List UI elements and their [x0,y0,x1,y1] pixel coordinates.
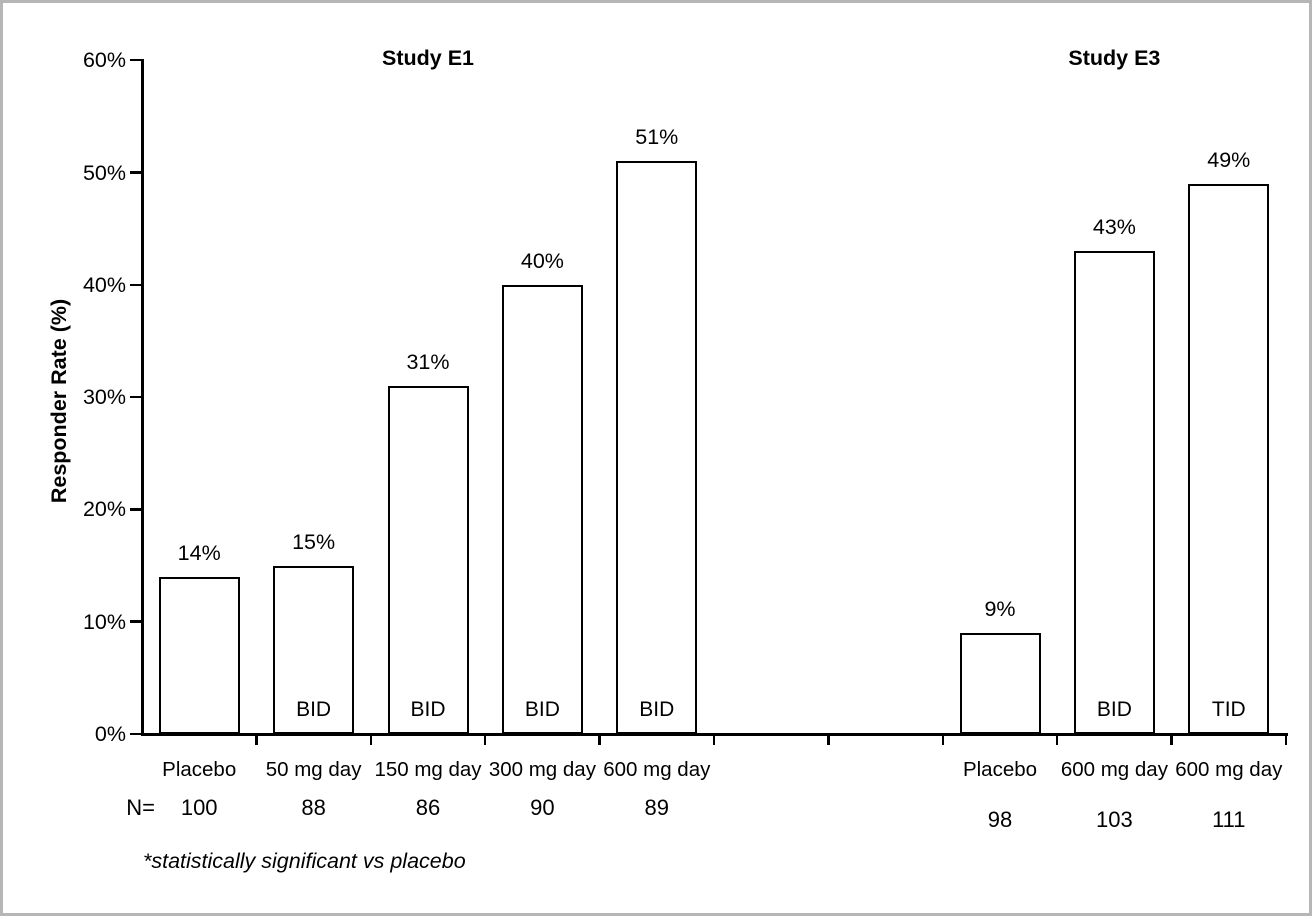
bar-value-label: 40% [520,248,564,273]
bar [501,284,583,734]
x-axis-tick [1055,734,1059,745]
y-axis-tick [130,171,142,174]
bar [158,576,240,734]
category-label: Placebo [162,758,237,781]
bar [1073,251,1155,734]
y-tick-label: 40% [82,272,126,297]
y-axis-tick [130,508,142,511]
bar-regimen-label: BID [639,698,675,721]
category-label: 600 mg day [1060,758,1168,781]
bar-regimen-label: BID [1096,698,1132,721]
bar-value-label: 49% [1207,147,1251,172]
y-axis-tick [130,732,142,736]
y-axis-tick [130,283,142,287]
category-label: 50 mg day [265,758,362,781]
x-axis-tick [483,734,487,745]
bar-value-label: 14% [177,540,221,565]
footnote: *statistically significant vs placebo [143,849,466,873]
x-axis-tick [255,734,258,745]
x-axis-tick [827,734,830,745]
x-axis-tick [1170,734,1173,745]
group-title: Study E1 [382,46,474,70]
x-axis-tick [712,734,716,745]
n-value: 89 [644,795,670,820]
x-axis-tick [369,734,373,745]
category-label: 600 mg day [1175,758,1283,781]
bar-value-label: 9% [984,596,1016,621]
bar-value-label: 43% [1092,215,1136,240]
y-tick-label: 20% [82,497,126,522]
x-axis-tick [598,734,601,745]
bar [387,385,469,734]
bar-value-label: 15% [292,529,336,554]
n-prefix-label: N= [126,795,155,820]
y-axis-tick [130,620,142,623]
bar-value-label: 51% [635,125,679,150]
n-value: 103 [1096,807,1133,832]
n-value: 100 [180,795,218,820]
y-axis-line [140,58,144,736]
bar-value-label: 31% [406,349,450,374]
y-axis-tick [130,58,142,62]
y-tick-label: 60% [82,48,126,73]
y-tick-label: 50% [82,160,126,185]
bar-regimen-label: BID [296,698,332,721]
y-tick-label: 10% [82,609,126,634]
x-axis-tick [1284,734,1288,745]
n-value: 88 [301,795,326,820]
bar [959,632,1041,734]
n-value: 111 [1212,807,1246,832]
n-value: 98 [987,807,1013,832]
n-value: 86 [415,795,441,820]
bar-regimen-label: BID [524,698,560,721]
category-label: Placebo [962,758,1038,781]
n-value: 90 [530,795,555,820]
group-title: Study E3 [1068,46,1161,70]
bar-regimen-label: BID [410,698,446,721]
bar [616,161,698,734]
y-axis-tick [130,395,142,399]
x-axis-tick [941,734,945,745]
y-tick-label: 30% [82,385,126,410]
category-label: 300 mg day [488,758,596,781]
bar-regimen-label: TID [1211,698,1246,721]
category-label: 150 mg day [374,758,482,781]
bar [273,565,355,734]
bar [1188,183,1270,734]
y-tick-label: 0% [94,722,126,746]
category-label: 600 mg day [603,758,711,781]
